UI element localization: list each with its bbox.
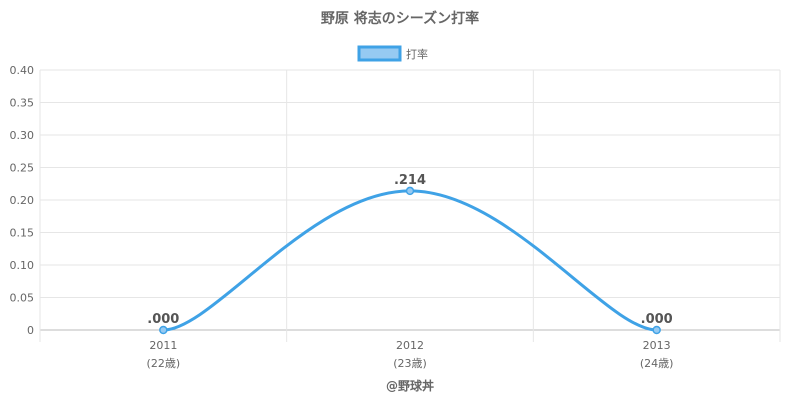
credit-text: @野球丼 [386, 378, 434, 393]
grid [39, 69, 781, 342]
y-tick-label: 0.20 [10, 194, 35, 207]
legend-swatch[interactable] [357, 45, 402, 62]
y-tick-label: 0.30 [10, 129, 35, 142]
data-label: .214 [394, 173, 426, 188]
x-tick-label: 2012 [396, 339, 424, 352]
data-point[interactable] [159, 325, 168, 335]
legend[interactable]: 打率 [357, 45, 428, 62]
data-point[interactable] [405, 186, 415, 196]
y-tick-label: 0.10 [10, 259, 35, 272]
y-tick-label: 0.35 [10, 97, 35, 110]
x-axis-ticks: 2011 (22歳) 2012 (23歳) 2013 (24歳) [147, 339, 674, 370]
series-line [163, 189, 657, 332]
y-tick-label: 0.15 [10, 227, 35, 240]
data-labels: .000 .214 .000 [147, 173, 672, 327]
y-tick-label: 0 [27, 324, 34, 337]
data-point[interactable] [652, 325, 661, 335]
y-axis-ticks: 0 0.05 0.10 0.15 0.20 0.25 0.30 0.35 0.40 [10, 64, 35, 337]
x-tick-label: 2011 [149, 339, 177, 352]
series-layer [159, 186, 661, 335]
y-tick-label: 0.40 [10, 64, 35, 77]
y-tick-label: 0.25 [10, 162, 35, 175]
x-tick-sublabel: (23歳) [393, 357, 427, 370]
data-label: .000 [641, 312, 673, 327]
legend-label[interactable]: 打率 [406, 47, 428, 61]
data-label: .000 [147, 312, 179, 327]
x-tick-sublabel: (24歳) [640, 357, 674, 370]
chart-title: 野原 将志のシーズン打率 [321, 10, 479, 27]
y-tick-label: 0.05 [10, 292, 35, 305]
x-tick-sublabel: (22歳) [147, 357, 181, 370]
x-tick-label: 2013 [643, 339, 671, 352]
